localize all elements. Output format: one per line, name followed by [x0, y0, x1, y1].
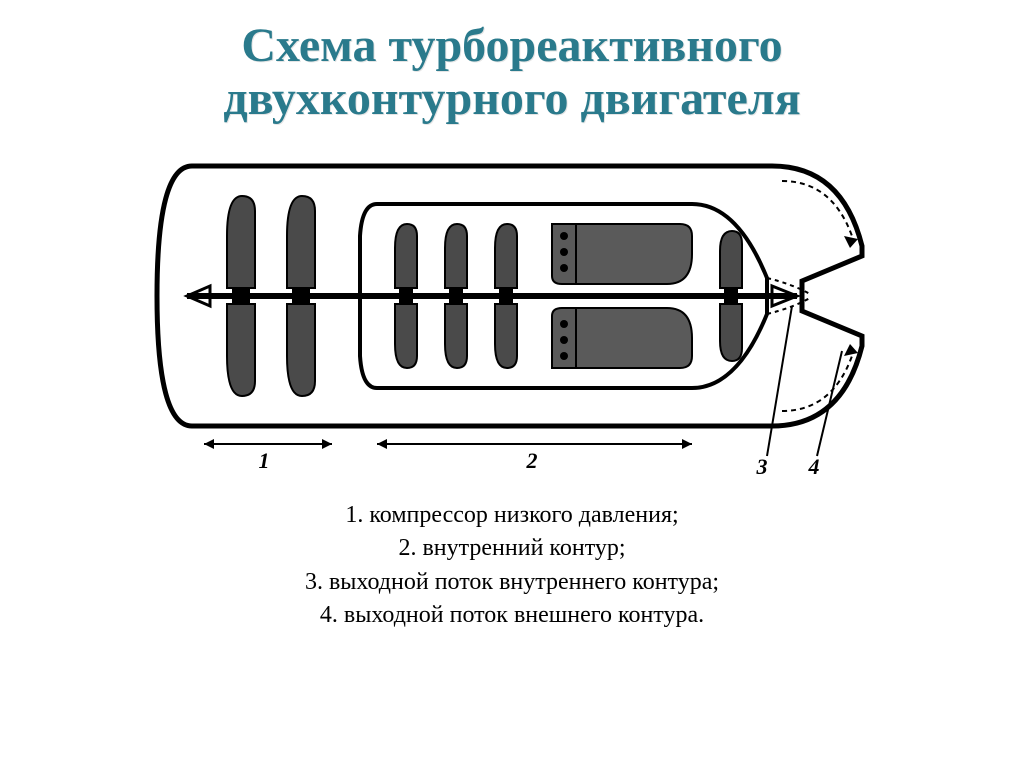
legend-item-3: 3. выходной поток внутреннего контура; — [305, 566, 719, 600]
page-title: Схема турбореактивного двухконтурного дв… — [223, 20, 800, 126]
flow-arrow-bypass-top — [782, 181, 852, 248]
label-3: 3 — [756, 454, 768, 476]
label-4: 4 — [808, 454, 820, 476]
dim-2: 2 — [377, 439, 692, 473]
legend-item-4: 4. выходной поток внешнего контура. — [305, 599, 719, 633]
flow-arrowhead-bot — [844, 344, 858, 356]
combustor-top — [552, 224, 692, 284]
legend: 1. компрессор низкого давления; 2. внутр… — [305, 499, 719, 633]
title-line2: двухконтурного двигателя — [223, 73, 800, 126]
dim-1: 1 — [204, 439, 332, 473]
engine-diagram: 1 2 3 4 — [132, 136, 892, 481]
legend-item-1: 1. компрессор низкого давления; — [305, 499, 719, 533]
title-line1: Схема турбореактивного — [223, 20, 800, 73]
combustor-bottom — [552, 308, 692, 368]
flow-arrowhead-top — [844, 236, 858, 248]
leader-4: 4 — [808, 351, 843, 476]
legend-item-2: 2. внутренний контур; — [305, 532, 719, 566]
engine-svg: 1 2 3 4 — [132, 136, 892, 476]
label-2: 2 — [526, 448, 538, 473]
label-1: 1 — [259, 448, 270, 473]
